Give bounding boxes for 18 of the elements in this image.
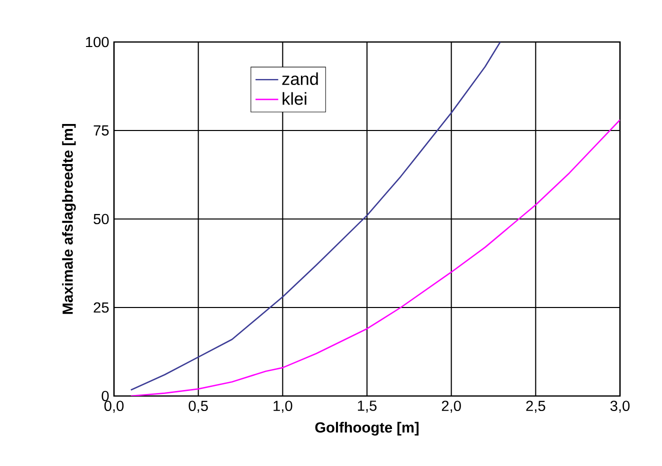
line-series [130, 119, 620, 396]
x-tick-label: 0,0 [104, 400, 124, 413]
x-tick-label: 3,0 [610, 400, 630, 413]
x-tick-label: 2,0 [442, 400, 461, 413]
y-tick-label: 100 [86, 36, 109, 48]
y-tick-label: 25 [94, 302, 109, 313]
x-tick-label: 1,5 [358, 400, 377, 413]
x-tick-label: 1,0 [274, 400, 292, 413]
y-tick-label: 75 [94, 125, 109, 136]
x-axis-title: Golfhoogte [m] [315, 422, 419, 436]
x-tick-label: 2,5 [526, 400, 546, 413]
y-tick-label: 0 [102, 390, 109, 402]
x-tick-label: 0,5 [188, 400, 208, 413]
y-tick-label: 50 [94, 214, 109, 224]
y-axis-title: Maximale afslagbreedte [m] [62, 124, 76, 314]
legend-label: zand [282, 72, 318, 86]
line-series [130, 42, 501, 391]
legend-label: klei [282, 92, 306, 105]
